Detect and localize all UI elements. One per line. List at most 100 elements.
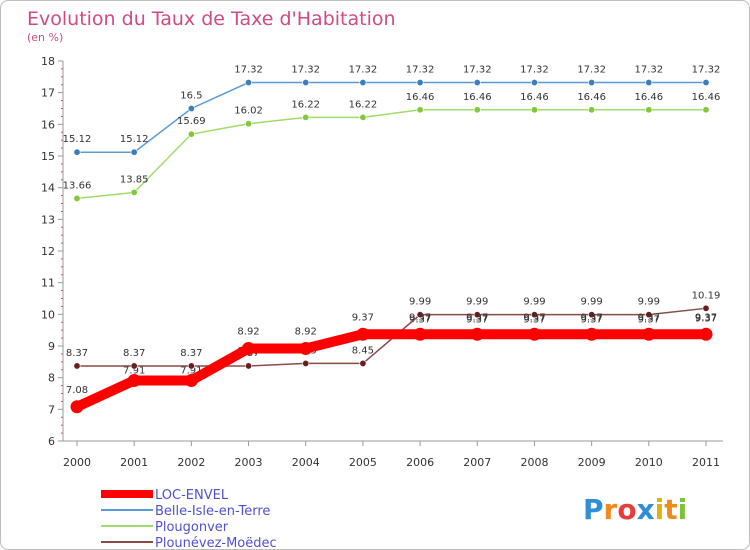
x-tick-label: 2000 [63,456,91,469]
legend: LOC-ENVELBelle-Isle-en-TerrePlougonverPl… [101,488,277,549]
data-point [645,311,653,319]
data-label: 16.02 [234,106,263,117]
proxiti-logo: Proxiti [583,493,687,526]
data-point [245,79,253,87]
series-1: 15.12 15.12 16.5 17.32 17.32 17.32 17.32 17.32 1… [63,65,720,156]
x-tick-label: 2009 [578,456,606,469]
data-label: 9.37 [409,312,431,323]
overlapped-data-label: 7.91 [123,366,145,377]
data-label: 9.99 [523,297,545,308]
data-point [70,400,84,414]
data-point [302,113,310,121]
data-point [530,106,538,114]
logo-letter: P [583,493,604,526]
data-label: 16.46 [520,92,549,103]
data-point [473,79,481,87]
y-tick-label: 11 [41,277,55,290]
data-point [187,362,195,370]
data-point [416,79,424,87]
overlapped-data-label: 9.37 [466,314,488,325]
data-label: 16.46 [634,92,663,103]
data-point [356,327,370,341]
data-label: 8.45 [352,345,374,356]
logo-letter: o [617,493,636,526]
x-tick-label: 2002 [177,456,205,469]
data-label: 17.32 [520,65,549,76]
data-point [702,79,710,87]
data-point [588,79,596,87]
data-label: 8.37 [66,348,88,359]
data-point [527,327,541,341]
data-label: 16.5 [180,91,202,102]
x-tick-label: 2005 [349,456,377,469]
data-label: 16.46 [406,92,435,103]
x-tick-label: 2008 [520,456,548,469]
data-label: 17.32 [577,65,606,76]
y-tick-label: 18 [41,55,55,68]
data-point [302,359,310,367]
y-tick-label: 8 [48,372,55,385]
data-point [299,342,313,356]
y-tick-label: 13 [41,213,55,226]
chart-title: Evolution du Taux de Taxe d'Habitation [27,8,396,30]
data-label: 9.37 [352,312,374,323]
data-point [702,106,710,114]
series-lines: 15.12 15.12 16.5 17.32 17.32 17.32 17.32 17.32 1… [63,65,721,414]
y-tick-label: 6 [48,435,55,448]
data-label: 10.19 [692,290,721,301]
data-label: 16.22 [349,99,378,110]
data-label: 8.37 [123,348,145,359]
data-point [127,374,141,388]
series-line [76,109,706,200]
data-label: 16.46 [463,92,492,103]
series-0: 7.08 8.92 8.92 9.37 9.37 9.37 9.37 9.37 9.37 9.37 [66,312,717,414]
data-point [73,194,81,202]
data-point [642,327,656,341]
data-point [416,106,424,114]
logo-letter: x [637,493,655,526]
data-point [416,311,424,319]
data-label: 8.37 [180,348,202,359]
data-label: 9.37 [466,312,488,323]
data-point [530,79,538,87]
data-point [242,342,256,356]
data-point [245,362,253,370]
x-tick-label: 2006 [406,456,434,469]
x-tick-label: 2007 [463,456,491,469]
y-tick-label: 7 [48,403,55,416]
logo-letter: r [604,493,618,526]
legend-label: Plougonver [155,520,229,535]
x-tick-label: 2001 [120,456,148,469]
chart-subtitle: (en %) [27,31,63,44]
overlapped-data-label: 7.91 [180,366,202,377]
data-point [245,120,253,128]
data-point [530,311,538,319]
data-point [302,79,310,87]
data-point [473,311,481,319]
data-point [187,105,195,113]
data-label: 8.92 [237,327,259,338]
overlapped-data-label: 9.37 [581,314,603,325]
x-tick-label: 2003 [235,456,263,469]
data-label: 9.99 [409,297,431,308]
logo-letter: i [655,493,665,526]
data-label: 17.32 [349,65,378,76]
legend-label: LOC-ENVEL [155,488,229,503]
data-point [699,327,713,341]
x-tick-label: 2004 [292,456,320,469]
data-point [470,327,484,341]
data-point [359,113,367,121]
data-point [585,327,599,341]
series-line [77,81,706,153]
data-point [187,130,195,138]
overlapped-data-label: 9.37 [523,314,545,325]
y-tick-label: 17 [41,87,55,100]
series-line-thick [72,329,711,412]
data-label: 13.85 [120,174,149,185]
data-point [413,327,427,341]
data-label: 9.37 [581,312,603,323]
data-point [359,79,367,87]
data-label: 13.66 [63,180,92,191]
